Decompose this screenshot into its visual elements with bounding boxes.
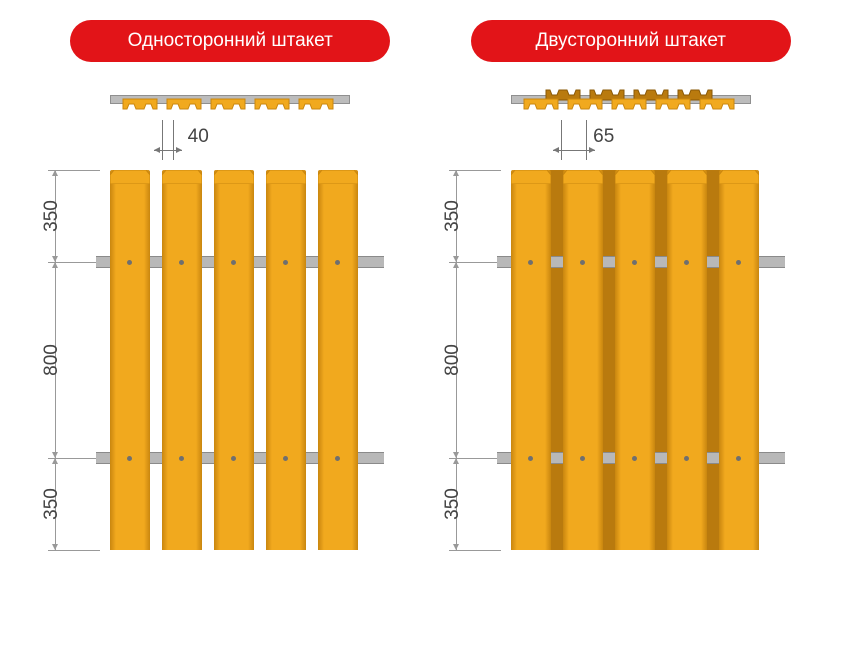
top-picket-front — [298, 87, 334, 112]
panel-double: Двусторонний штакет 65 350 800 350 — [441, 20, 821, 550]
picket-front — [162, 170, 202, 550]
bolt-icon — [179, 260, 184, 265]
picket-front — [214, 170, 254, 550]
pickets-group — [110, 170, 370, 550]
bolt-icon — [684, 456, 689, 461]
picket-front — [110, 170, 150, 550]
bolt-icon — [736, 456, 741, 461]
dim-value: 800 — [41, 344, 63, 376]
dimension-column: 350 800 350 — [441, 170, 501, 550]
bolt-icon — [283, 260, 288, 265]
top-picket-front — [611, 87, 647, 112]
picket-front — [266, 170, 306, 550]
top-view-double — [521, 87, 741, 112]
bolt-icon — [632, 260, 637, 265]
panel-single: Односторонний штакет 40 350 800 350 — [40, 20, 420, 550]
top-picket-front — [122, 87, 158, 112]
top-picket-front — [166, 87, 202, 112]
bolt-icon — [231, 260, 236, 265]
picket-front — [563, 170, 603, 550]
top-picket-front — [254, 87, 290, 112]
dim-segment: 800 — [40, 262, 100, 458]
top-view-single — [120, 87, 340, 112]
bolt-icon — [684, 260, 689, 265]
top-picket-front — [523, 87, 559, 112]
picket-front — [318, 170, 358, 550]
bolt-icon — [580, 260, 585, 265]
bolt-icon — [335, 260, 340, 265]
dim-segment: 350 — [441, 458, 501, 550]
bolt-icon — [580, 456, 585, 461]
gap-dimension-double: 65 — [521, 120, 741, 160]
bolt-icon — [283, 456, 288, 461]
bolt-icon — [528, 260, 533, 265]
dim-value: 350 — [41, 200, 63, 232]
bolt-icon — [127, 456, 132, 461]
title-pill-single: Односторонний штакет — [70, 20, 390, 62]
dim-value: 800 — [442, 344, 464, 376]
dim-segment: 350 — [40, 458, 100, 550]
dim-segment: 350 — [441, 170, 501, 262]
dim-value: 350 — [442, 488, 464, 520]
top-picket-front — [567, 87, 603, 112]
dim-segment: 800 — [441, 262, 501, 458]
bolt-icon — [127, 260, 132, 265]
dim-value: 350 — [442, 200, 464, 232]
picket-front — [719, 170, 759, 550]
gap-dimension-single: 40 — [120, 120, 340, 160]
gap-value: 65 — [593, 126, 614, 148]
top-picket-front — [699, 87, 735, 112]
picket-front — [615, 170, 655, 550]
dim-value: 350 — [41, 488, 63, 520]
gap-value: 40 — [188, 126, 209, 148]
title-pill-double: Двусторонний штакет — [471, 20, 791, 62]
picket-front — [667, 170, 707, 550]
bolt-icon — [528, 456, 533, 461]
top-picket-front — [655, 87, 691, 112]
diagram-root: Односторонний штакет 40 350 800 350 Двустор… — [0, 0, 861, 570]
fence-elevation-double: 350800350 — [511, 170, 791, 550]
pickets-group — [511, 170, 771, 550]
bolt-icon — [335, 456, 340, 461]
fence-elevation-single: 350800350 — [110, 170, 390, 550]
dim-segment: 350 — [40, 170, 100, 262]
top-picket-front — [210, 87, 246, 112]
bolt-icon — [231, 456, 236, 461]
dimension-column: 350 800 350 — [40, 170, 100, 550]
bolt-icon — [632, 456, 637, 461]
bolt-icon — [179, 456, 184, 461]
bolt-icon — [736, 260, 741, 265]
picket-front — [511, 170, 551, 550]
